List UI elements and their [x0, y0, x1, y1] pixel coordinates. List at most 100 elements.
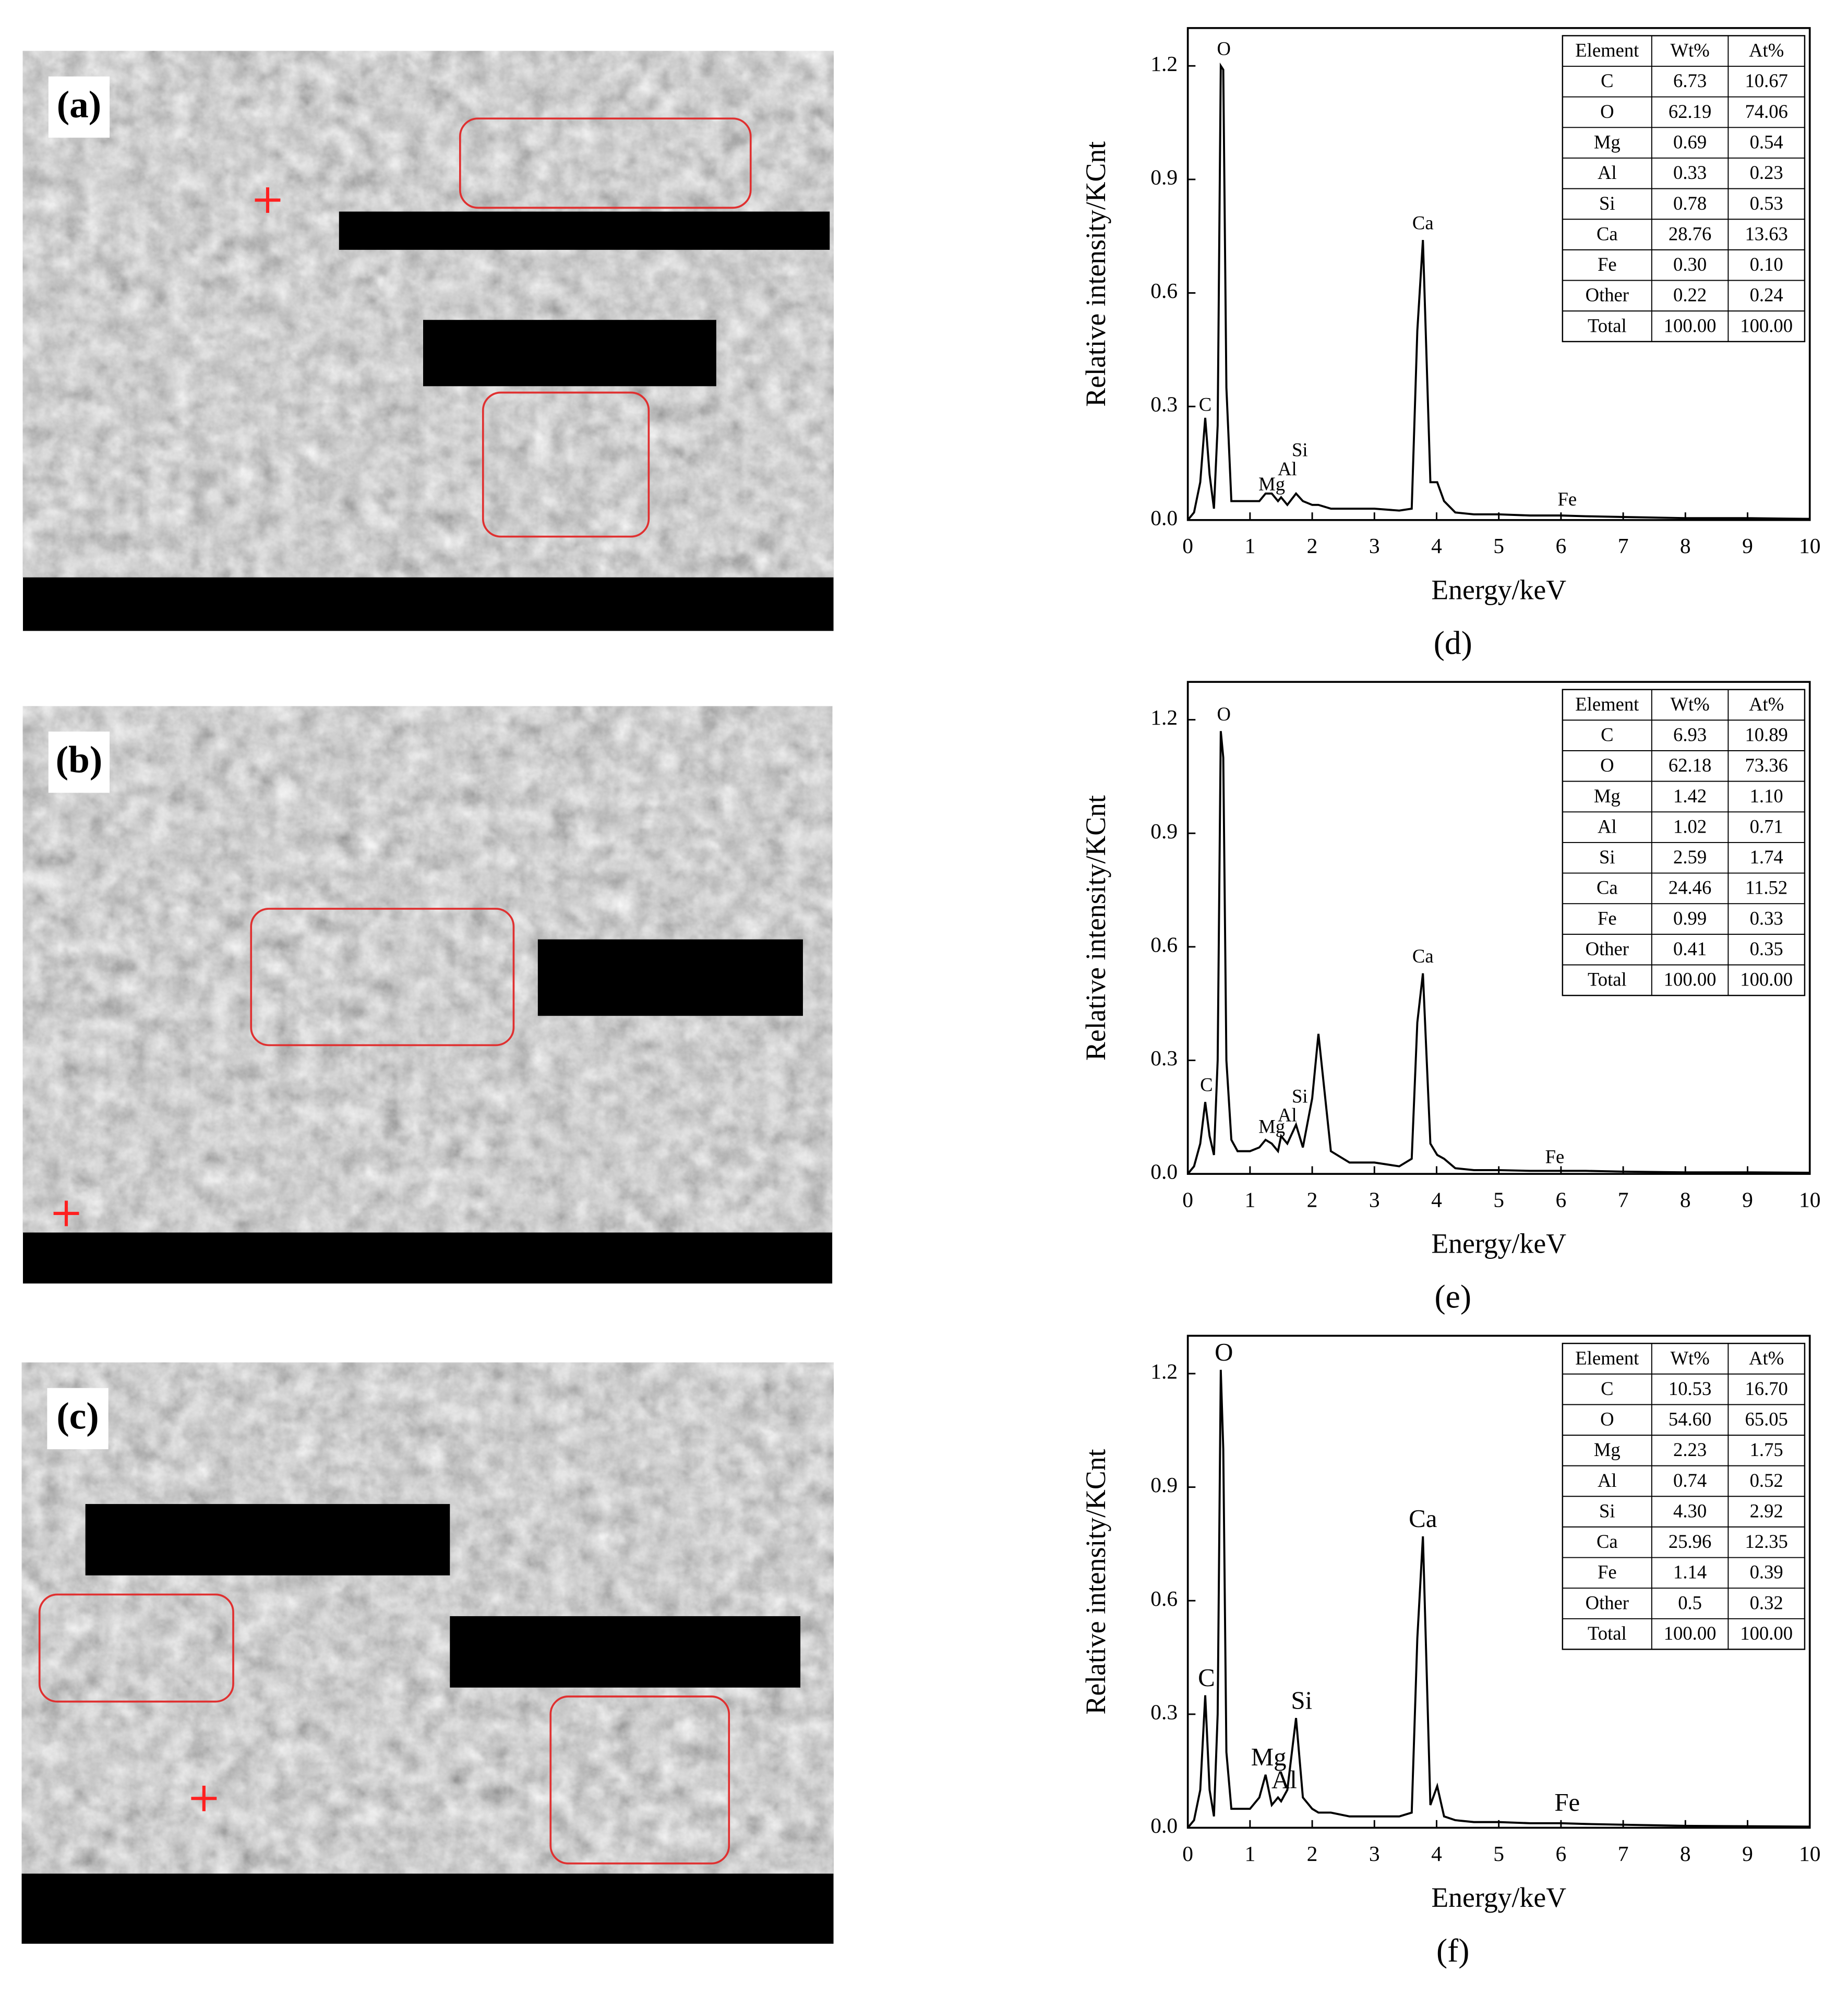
peak-label: Mg: [1258, 473, 1285, 495]
panel-label-box: [48, 731, 110, 793]
annotation-text: denser structure and more: [116, 1506, 419, 1535]
table-cell: 11.52: [1745, 877, 1787, 898]
table-cell: 0.54: [1750, 131, 1783, 152]
table-cell: 54.60: [1669, 1409, 1711, 1430]
table-cell: Element: [1575, 1347, 1639, 1368]
table-cell: 1.14: [1673, 1561, 1707, 1583]
y-tick-label: 0.9: [1150, 165, 1178, 189]
x-tick-label: 2: [1307, 1842, 1318, 1866]
x-tick-label: 9: [1742, 1187, 1753, 1211]
sem-image: [22, 51, 834, 578]
table-cell: 6.93: [1673, 724, 1707, 746]
table-cell: 0.71: [1750, 815, 1783, 837]
table-cell: C: [1601, 724, 1613, 746]
annotation-box: [423, 320, 716, 387]
table-cell: 0.53: [1750, 193, 1783, 214]
table-cell: 0.99: [1673, 907, 1707, 929]
table-cell: 100.00: [1740, 969, 1793, 990]
annotation-box: [537, 939, 803, 1016]
table-cell: Mg: [1594, 785, 1621, 807]
x-tick-label: 9: [1742, 534, 1753, 558]
peak-label: Si: [1291, 1686, 1312, 1714]
table-cell: 1.02: [1673, 815, 1707, 837]
table-cell: 0.35: [1750, 938, 1783, 959]
y-tick-label: 1.2: [1150, 1360, 1178, 1384]
panel-label-box: [47, 1388, 109, 1449]
peak-label: O: [1215, 1338, 1233, 1366]
table-cell: Wt%: [1670, 40, 1709, 61]
info-bar: [22, 577, 834, 631]
table-cell: At%: [1749, 40, 1784, 61]
table-cell: C: [1601, 1378, 1613, 1399]
table-cell: Al: [1598, 1470, 1617, 1491]
x-tick-label: 5: [1493, 1842, 1504, 1866]
y-tick-label: 0.6: [1150, 1586, 1178, 1610]
table-cell: Fe: [1598, 1561, 1617, 1583]
x-tick-label: 4: [1431, 1842, 1442, 1866]
table-cell: 0.78: [1673, 193, 1707, 214]
x-tick-label: 6: [1556, 534, 1567, 558]
peak-label: O: [1217, 38, 1231, 59]
table-cell: 73.36: [1745, 754, 1787, 776]
y-tick-label: 0.0: [1150, 1160, 1178, 1184]
panel-label: (b): [56, 738, 103, 780]
table-cell: Si: [1599, 193, 1615, 214]
table-cell: Other: [1586, 1592, 1629, 1613]
table-cell: Fe: [1598, 254, 1617, 275]
annotation-text: thin sheet and spheroid: [492, 1618, 759, 1648]
table-cell: 4.30: [1673, 1500, 1707, 1521]
table-cell: Si: [1599, 1500, 1615, 1521]
table-cell: At%: [1749, 693, 1784, 715]
table-cell: 2.92: [1750, 1500, 1783, 1521]
x-tick-label: 10: [1799, 1842, 1821, 1866]
panel-label: (a): [57, 83, 101, 125]
sem-date: 1/24/2022 12:24: [437, 1244, 594, 1268]
annotation-text: crystals appear: [538, 1651, 713, 1681]
x-axis-label: Energy/keV: [1431, 1882, 1566, 1913]
peak-label: Fe: [1554, 1788, 1580, 1817]
table-cell: 0.30: [1673, 254, 1707, 275]
annotation-text: uneven particles and: [451, 319, 688, 349]
x-tick-label: 0: [1182, 1187, 1193, 1211]
y-tick-label: 0.3: [1150, 1700, 1178, 1724]
table-cell: O: [1600, 1409, 1614, 1430]
x-tick-label: 4: [1431, 534, 1442, 558]
sem-date: 1/24/2022 13:36: [436, 1895, 592, 1919]
point-marker: [255, 187, 281, 213]
table-cell: Total: [1588, 1622, 1627, 1644]
y-tick-label: 0.3: [1150, 1046, 1178, 1070]
table-cell: 24.46: [1669, 877, 1711, 898]
table-cell: 2.59: [1673, 846, 1707, 868]
table-cell: Other: [1586, 938, 1629, 959]
table-cell: 65.05: [1745, 1409, 1787, 1430]
y-tick-label: 0.6: [1150, 279, 1178, 303]
y-tick-label: 1.2: [1150, 52, 1178, 76]
table-cell: 0.41: [1673, 938, 1707, 959]
table-cell: Ca: [1597, 223, 1618, 244]
table-cell: Si: [1599, 846, 1615, 868]
point-marker: [191, 1785, 217, 1811]
y-axis-label: Relative intensity/KCnt: [1080, 1449, 1111, 1714]
x-axis-label: Energy/keV: [1431, 574, 1566, 605]
table-cell: 100.00: [1740, 1622, 1793, 1644]
peak-label: C: [1198, 1663, 1215, 1692]
sem-scale: 10.0um: [707, 590, 779, 615]
table-cell: 12.35: [1745, 1531, 1787, 1552]
x-tick-label: 0: [1182, 534, 1193, 558]
y-tick-label: 0.6: [1150, 932, 1178, 956]
peak-label: Ca: [1409, 1504, 1437, 1533]
peak-label: Al: [1278, 1104, 1297, 1126]
spectrum-line: [1187, 62, 1810, 521]
x-tick-label: 6: [1556, 1187, 1567, 1211]
info-bar: [21, 1873, 834, 1944]
table-cell: Mg: [1594, 1439, 1621, 1460]
annotation-box: [85, 1504, 450, 1576]
x-tick-label: 5: [1493, 534, 1504, 558]
x-tick-label: 8: [1680, 1842, 1691, 1866]
peak-label: Ca: [1412, 212, 1434, 233]
peak-label: O: [1217, 703, 1231, 725]
annotation-text: flatter surface and: [565, 944, 776, 973]
table-cell: 1.10: [1750, 785, 1783, 807]
peak-label: Fe: [1558, 488, 1577, 510]
table-cell: Total: [1588, 315, 1627, 336]
